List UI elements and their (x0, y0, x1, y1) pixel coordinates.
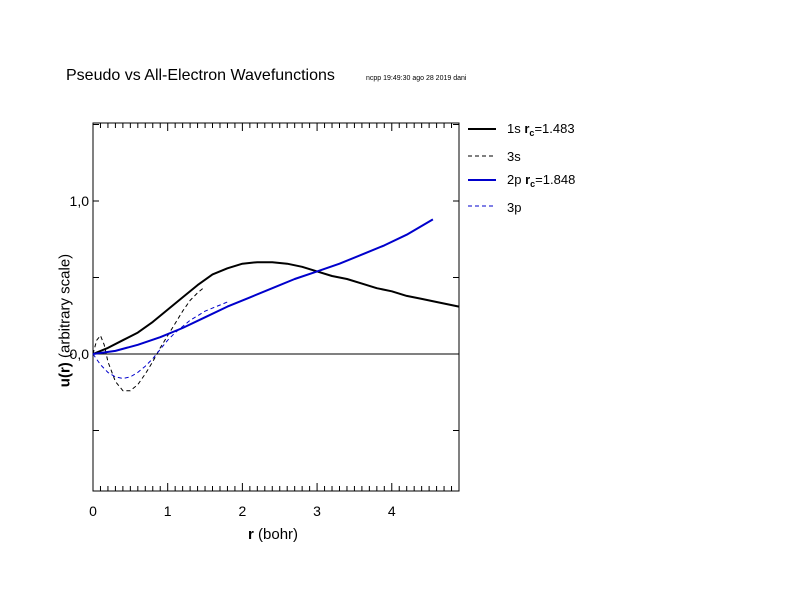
legend-1s-rc: 1.483 (542, 121, 575, 136)
legend-3s-name: 3s (507, 149, 521, 164)
run-stamp: ncpp 19:49:30 ago 28 2019 dani (366, 75, 467, 82)
x-axis-label: r (bohr) (248, 526, 298, 543)
series-line-3p (92, 301, 228, 379)
y-axis-label: u(r) (arbitrary scale) (57, 251, 74, 391)
legend-2p-name: 2p (507, 172, 522, 187)
legend-2p-rc: 1.848 (542, 172, 576, 187)
y-tick-label: 1,0 (70, 193, 90, 209)
y-axis-label-symbol: u(r) (56, 362, 74, 388)
chart-title: Pseudo vs All-Electron Wavefunctions (66, 67, 335, 84)
series-line-3s (92, 286, 206, 392)
x-tick-label: 2 (238, 503, 246, 519)
plot-frame (92, 122, 460, 492)
y-tick-label: 0,0 (70, 346, 90, 362)
legend-label-2p: 2p rc=1.848 (507, 172, 576, 189)
legend-label-3s: 3s (507, 149, 521, 164)
y-axis-label-unit: (arbitrary scale) (56, 253, 74, 359)
legend-3p-name: 3p (507, 200, 522, 215)
x-tick-label: 0 (89, 503, 97, 519)
x-tick-label: 3 (313, 503, 321, 519)
x-tick-label: 1 (164, 503, 172, 519)
legend-label-1s: 1s rc=1.483 (507, 121, 575, 138)
x-tick-label: 4 (388, 503, 396, 519)
legend-1s-name: 1s (507, 121, 521, 136)
series-line-2p (92, 218, 434, 355)
series-line-1s (92, 261, 460, 355)
x-axis-label-unit: (bohr) (258, 526, 299, 543)
legend-label-3p: 3p (507, 200, 521, 215)
x-axis-label-symbol: r (248, 526, 254, 543)
